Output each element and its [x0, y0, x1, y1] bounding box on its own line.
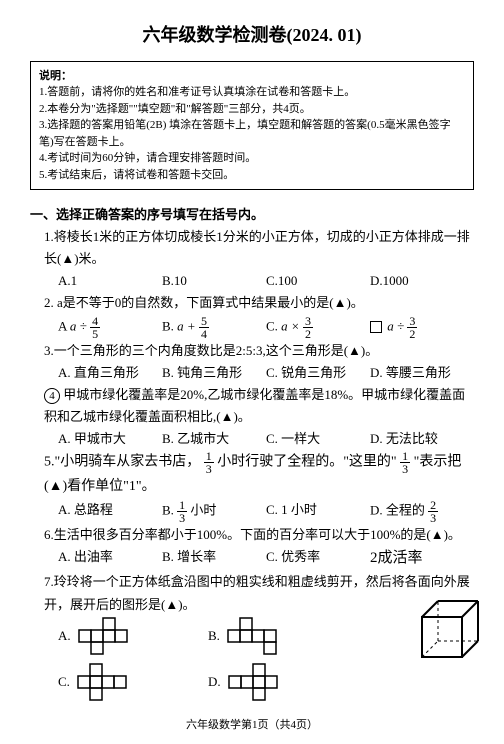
- q4-D: D. 无法比较: [370, 428, 474, 450]
- q5-B-d: 3: [177, 512, 187, 524]
- net-c-icon: [76, 662, 146, 702]
- q3-B: B. 钝角三角形: [162, 362, 266, 384]
- q2-A: A a ÷ 45: [58, 315, 162, 340]
- q2-D-box: [370, 321, 382, 333]
- q4: 4 甲城市绿化覆盖率是20%,乙城市绿化覆盖率是18%。甲城市绿化覆盖面 积和乙…: [44, 384, 474, 428]
- q4-A: A. 甲城市大: [58, 428, 162, 450]
- q4-num: 4: [44, 388, 60, 404]
- q5-mid: 小时行驶了全程的。"这里的": [217, 455, 396, 470]
- q2-A-pre: A: [58, 318, 67, 333]
- section-1-head: 一、选择正确答案的序号填写在括号内。: [30, 204, 474, 226]
- q5-f1-d: 3: [204, 463, 214, 475]
- q7-C: C.: [58, 662, 208, 702]
- q1-C: C.100: [266, 270, 370, 292]
- q5-f2-d: 3: [400, 463, 410, 475]
- q3-C: C. 锐角三角形: [266, 362, 370, 384]
- q5-D-pre: D. 全程的: [370, 502, 425, 517]
- notice-box: 说明： 1.答题前，请将你的姓名和准考证号认真填涂在试卷和答题卡上。 2.本卷分…: [30, 61, 474, 191]
- q2-D-expr: a ÷: [387, 318, 404, 333]
- q2-B-n: 5: [199, 315, 209, 328]
- q2-B: B. a + 54: [162, 315, 266, 340]
- q1-A: A.1: [58, 270, 162, 292]
- q6-A: A. 出油率: [58, 546, 162, 572]
- q1-opts: A.1 B.10 C.100 D.1000: [58, 270, 474, 292]
- q2-D-d: 2: [407, 328, 417, 340]
- q7-text: 7.玲玲将一个正方体纸盒沿图中的粗实线和粗虚线剪开，然后将各面向外展开，展开后的…: [44, 571, 474, 615]
- q2-C-pre: C.: [266, 318, 281, 333]
- q7-D-lab: D.: [208, 671, 221, 693]
- q7-B: B.: [208, 616, 358, 656]
- q5: 5."小明骑车从家去书店， 13 小时行驶了全程的。"这里的" 13 "表示把(…: [44, 450, 474, 499]
- q6-D: 2成活率: [370, 546, 474, 572]
- q7-C-lab: C.: [58, 671, 70, 693]
- cube-icon: [414, 595, 484, 665]
- notice-head: 说明：: [39, 68, 465, 85]
- q1-text: 1.将棱长1米的正方体切成棱长1分米的小正方体，切成的小正方体排成一排长(▲)米…: [44, 226, 474, 270]
- q2-C-expr: a ×: [281, 318, 300, 333]
- q5-D: D. 全程的 23: [370, 499, 474, 524]
- notice-l3: 3.选择题的答案用铅笔(2B) 填涂在答题卡上，填空题和解答题的答案(0.5毫米…: [39, 117, 465, 150]
- q6-B: B. 增长率: [162, 546, 266, 572]
- q2-text: 2. a是不等于0的自然数，下面算式中结果最小的是(▲)。: [44, 292, 474, 314]
- q5-B-post: 小时: [190, 502, 216, 517]
- q2-A-d: 5: [90, 328, 100, 340]
- q5-pre: 5."小明骑车从家去书店，: [44, 455, 200, 470]
- net-d-icon: [227, 662, 297, 702]
- q2-A-expr: a ÷: [70, 318, 87, 333]
- q5-C: C. 1 小时: [266, 499, 370, 524]
- q2-opts: A a ÷ 45 B. a + 54 C. a × 32 a ÷ 32: [58, 315, 474, 340]
- q6-opts: A. 出油率 B. 增长率 C. 优秀率 2成活率: [58, 546, 474, 572]
- q3-opts: A. 直角三角形 B. 钝角三角形 C. 锐角三角形 D. 等腰三角形: [58, 362, 474, 384]
- notice-l2: 2.本卷分为"选择题""填空题"和"解答题"三部分，共4页。: [39, 101, 465, 118]
- q2-D: a ÷ 32: [370, 315, 474, 340]
- q2-C: C. a × 32: [266, 315, 370, 340]
- q5-A: A. 总路程: [58, 499, 162, 524]
- notice-l5: 5.考试结束后，请将试卷和答题卡交回。: [39, 167, 465, 184]
- q1-D: D.1000: [370, 270, 474, 292]
- q5-D-d: 3: [428, 512, 438, 524]
- q2-B-d: 4: [199, 328, 209, 340]
- q2-B-pre: B.: [162, 318, 177, 333]
- q6-text: 6.生活中很多百分率都小于100%。下面的百分率可以大于100%的是(▲)。: [44, 524, 474, 546]
- q2-A-n: 4: [90, 315, 100, 328]
- q2-B-expr: a +: [177, 318, 196, 333]
- q5-B-pre: B.: [162, 502, 177, 517]
- q7-A: A.: [58, 616, 208, 656]
- q4-opts: A. 甲城市大 B. 乙城市大 C. 一样大 D. 无法比较: [58, 428, 474, 450]
- q4-C: C. 一样大: [266, 428, 370, 450]
- q5-opts: A. 总路程 B. 13 小时 C. 1 小时 D. 全程的 23: [58, 499, 474, 524]
- net-b-icon: [226, 616, 296, 656]
- notice-l1: 1.答题前，请将你的姓名和准考证号认真填涂在试卷和答题卡上。: [39, 84, 465, 101]
- q5-B-n: 1: [177, 499, 187, 512]
- q7-D: D.: [208, 662, 358, 702]
- q7-text-span: 7.玲玲将一个正方体纸盒沿图中的粗实线和粗虚线剪开，然后将各面向外展开，展开后的…: [44, 574, 470, 611]
- q2-C-d: 2: [303, 328, 313, 340]
- page-footer: 六年级数学第1页（共4页）: [30, 716, 474, 735]
- q3-A: A. 直角三角形: [58, 362, 162, 384]
- q3-D: D. 等腰三角形: [370, 362, 474, 384]
- q1-B: B.10: [162, 270, 266, 292]
- q6-C: C. 优秀率: [266, 546, 370, 572]
- q3-text: 3.一个三角形的三个内角度数比是2:5:3,这个三角形是(▲)。: [44, 340, 474, 362]
- net-a-icon: [77, 616, 147, 656]
- q7-B-lab: B.: [208, 625, 220, 647]
- q4-B: B. 乙城市大: [162, 428, 266, 450]
- q7-A-lab: A.: [58, 625, 71, 647]
- q5-B: B. 13 小时: [162, 499, 266, 524]
- q4-text: 甲城市绿化覆盖率是20%,乙城市绿化覆盖率是18%。甲城市绿化覆盖面 积和乙城市…: [44, 387, 465, 424]
- q7-nets: A. B.: [58, 616, 474, 708]
- page-title: 六年级数学检测卷(2024. 01): [30, 20, 474, 51]
- q5-D-n: 2: [428, 499, 438, 512]
- q2-C-n: 3: [303, 315, 313, 328]
- q2-D-n: 3: [407, 315, 417, 328]
- notice-l4: 4.考试时间为60分钟，请合理安排答题时间。: [39, 150, 465, 167]
